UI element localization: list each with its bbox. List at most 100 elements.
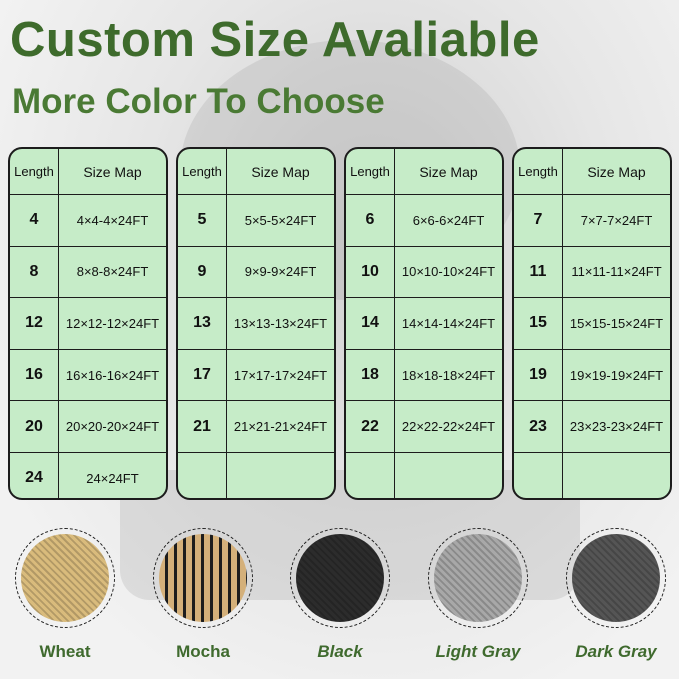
size-table: Length Size Map 4 4×4-4×24FT 8 8×8-8×24F… — [8, 147, 168, 500]
swatch-texture — [434, 534, 522, 622]
color-swatch-light-gray — [428, 528, 528, 628]
size-cell: 12×12-12×24FT — [65, 315, 160, 331]
table-row: 11 11×11-11×24FT — [514, 245, 670, 298]
color-swatch-dark-gray — [566, 528, 666, 628]
color-swatch-black — [290, 528, 390, 628]
length-cell — [178, 452, 227, 498]
size-cell: 9×9-9×24FT — [244, 264, 317, 280]
table-row: 5 5×5-5×24FT — [178, 194, 334, 246]
table-header: Length Size Map — [178, 149, 334, 194]
table-header: Length Size Map — [10, 149, 166, 194]
table-row: 9 9×9-9×24FT — [178, 245, 334, 298]
table-row: 15 15×15-15×24FT — [514, 297, 670, 349]
table-row: 22 22×22-22×24FT — [346, 400, 502, 452]
size-cell: 21×21-21×24FT — [233, 419, 328, 435]
size-cell: 18×18-18×24FT — [401, 367, 496, 383]
header-length: Length — [346, 149, 395, 194]
table-row — [178, 451, 334, 498]
header-length: Length — [514, 149, 563, 194]
length-cell: 13 — [178, 298, 227, 349]
table-row: 7 7×7-7×24FT — [514, 194, 670, 246]
size-cell — [395, 453, 502, 498]
table-row: 8 8×8-8×24FT — [10, 245, 166, 298]
size-cell: 5×5-5×24FT — [244, 212, 317, 228]
length-cell: 15 — [514, 298, 563, 349]
swatch-texture — [21, 534, 109, 622]
table-row — [514, 451, 670, 498]
table-row: 21 21×21-21×24FT — [178, 400, 334, 452]
length-cell: 8 — [10, 246, 59, 298]
table-row: 24 24×24FT — [10, 451, 166, 498]
size-table: Length Size Map 5 5×5-5×24FT 9 9×9-9×24F… — [176, 147, 336, 500]
size-cell: 4×4-4×24FT — [76, 212, 149, 228]
length-cell: 12 — [10, 298, 59, 349]
table-row: 14 14×14-14×24FT — [346, 297, 502, 349]
size-cell — [563, 453, 670, 498]
length-cell: 21 — [178, 401, 227, 452]
swatch-texture — [572, 534, 660, 622]
page-subtitle: More Color To Choose — [12, 82, 385, 121]
length-cell: 9 — [178, 246, 227, 298]
size-cell: 14×14-14×24FT — [401, 315, 496, 331]
table-header: Length Size Map — [346, 149, 502, 194]
size-cell: 16×16-16×24FT — [65, 367, 160, 383]
table-row: 23 23×23-23×24FT — [514, 400, 670, 452]
size-cell: 10×10-10×24FT — [401, 264, 496, 280]
table-row: 18 18×18-18×24FT — [346, 348, 502, 401]
length-cell — [514, 452, 563, 498]
table-row: 10 10×10-10×24FT — [346, 245, 502, 298]
length-cell: 14 — [346, 298, 395, 349]
table-row — [346, 451, 502, 498]
size-cell: 13×13-13×24FT — [233, 315, 328, 331]
size-cell: 15×15-15×24FT — [569, 315, 664, 331]
table-row: 12 12×12-12×24FT — [10, 297, 166, 349]
page-title: Custom Size Avaliable — [10, 13, 540, 67]
table-row: 6 6×6-6×24FT — [346, 194, 502, 246]
length-cell: 4 — [10, 195, 59, 246]
table-row: 19 19×19-19×24FT — [514, 348, 670, 401]
header-length: Length — [10, 149, 59, 194]
length-cell: 24 — [10, 452, 59, 498]
size-cell: 22×22-22×24FT — [401, 419, 496, 435]
length-cell: 7 — [514, 195, 563, 246]
size-cell: 24×24FT — [86, 470, 139, 486]
color-label: Wheat — [39, 642, 91, 661]
size-cell: 20×20-20×24FT — [65, 419, 160, 435]
size-cell: 23×23-23×24FT — [569, 419, 664, 435]
length-cell: 18 — [346, 349, 395, 401]
length-cell: 20 — [10, 401, 59, 452]
size-table: Length Size Map 6 6×6-6×24FT 10 10×10-10… — [344, 147, 504, 500]
color-swatch-wheat — [15, 528, 115, 628]
color-label: Mocha — [176, 642, 230, 661]
table-header: Length Size Map — [514, 149, 670, 194]
size-cell: 8×8-8×24FT — [76, 264, 149, 280]
length-cell: 6 — [346, 195, 395, 246]
color-label: Black — [317, 642, 363, 661]
size-cell — [227, 453, 334, 498]
size-cell: 6×6-6×24FT — [412, 212, 485, 228]
table-row: 13 13×13-13×24FT — [178, 297, 334, 349]
header-size-map: Size Map — [83, 163, 142, 180]
size-cell: 11×11-11×24FT — [571, 264, 662, 280]
length-cell: 23 — [514, 401, 563, 452]
length-cell: 19 — [514, 349, 563, 401]
header-size-map: Size Map — [251, 163, 310, 180]
length-cell: 10 — [346, 246, 395, 298]
table-row: 4 4×4-4×24FT — [10, 194, 166, 246]
length-cell — [346, 452, 395, 498]
length-cell: 22 — [346, 401, 395, 452]
length-cell: 17 — [178, 349, 227, 401]
length-cell: 11 — [514, 246, 563, 298]
header-size-map: Size Map — [587, 163, 646, 180]
swatch-texture — [296, 534, 384, 622]
length-cell: 16 — [10, 349, 59, 401]
color-swatch-mocha — [153, 528, 253, 628]
header-length: Length — [178, 149, 227, 194]
table-row: 17 17×17-17×24FT — [178, 348, 334, 401]
size-cell: 19×19-19×24FT — [569, 367, 664, 383]
header-size-map: Size Map — [419, 163, 478, 180]
color-label: Light Gray — [435, 642, 521, 661]
size-cell: 17×17-17×24FT — [233, 367, 328, 383]
table-row: 20 20×20-20×24FT — [10, 400, 166, 452]
size-table: Length Size Map 7 7×7-7×24FT 11 11×11-11… — [512, 147, 672, 500]
